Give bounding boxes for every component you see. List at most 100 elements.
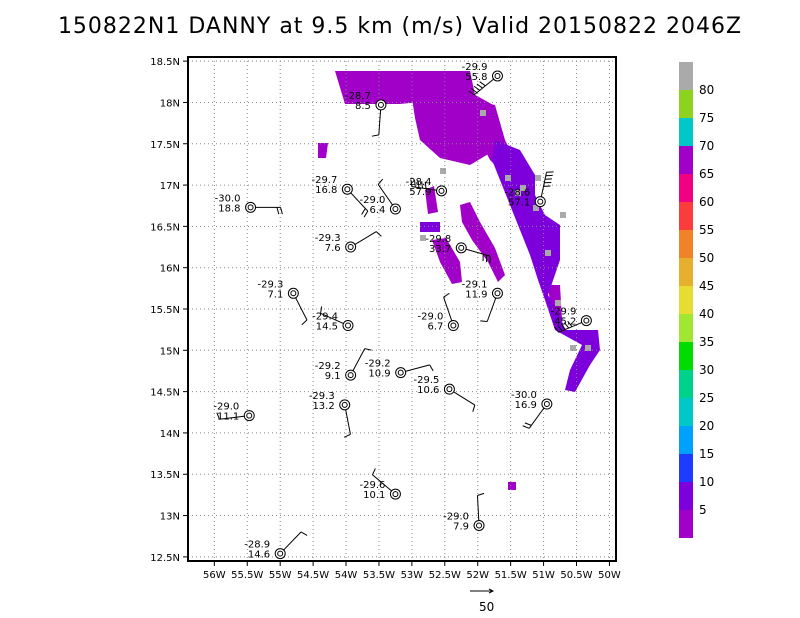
wind-barb-flag xyxy=(563,322,570,329)
wind-barb-flag xyxy=(376,231,382,237)
wind-barb-flag xyxy=(468,90,475,96)
x-tick-label: 53W xyxy=(401,570,424,581)
wind-barb-flag xyxy=(280,207,283,215)
station-wind-speed: 6.7 xyxy=(427,322,443,333)
y-tick-label: 13N xyxy=(160,512,180,523)
station-temperature: -29.5 xyxy=(414,375,440,386)
station-temperature: -29.2 xyxy=(365,359,391,370)
colorbar-segment xyxy=(679,510,693,538)
colorbar-segment xyxy=(679,62,693,90)
wind-barb-flag xyxy=(417,180,420,188)
y-tick-label: 17.5N xyxy=(150,140,180,151)
station-center-icon xyxy=(347,372,354,379)
speed-cell-region xyxy=(520,185,526,191)
station-temperature: -29.9 xyxy=(462,62,488,73)
y-tick-label: 16N xyxy=(160,264,180,275)
colorbar-segment xyxy=(679,398,693,426)
station-temperature: -29.2 xyxy=(315,361,341,372)
y-tick-label: 16.5N xyxy=(150,222,180,233)
station-center-icon xyxy=(446,386,453,393)
x-tick-label: 51.5W xyxy=(495,570,527,581)
wind-barb-flag xyxy=(421,181,423,189)
speed-cell-region xyxy=(515,190,521,196)
colorbar-segment xyxy=(679,426,693,454)
station-wind-speed: 14.5 xyxy=(316,322,338,333)
station-marker: -29.29.1 xyxy=(315,348,372,382)
station-temperature: -28.7 xyxy=(345,91,371,102)
station-marker: -30.018.8 xyxy=(215,193,283,214)
wind-barb-flag xyxy=(524,422,532,426)
station-temperature: -30.0 xyxy=(511,390,537,401)
station-wind-speed: 57.9 xyxy=(409,187,431,198)
wind-barb-flag xyxy=(480,320,488,322)
station-ring-icon xyxy=(580,315,592,327)
station-wind-speed: 8.5 xyxy=(355,101,371,112)
station-wind-speed: 7.1 xyxy=(267,289,283,300)
wind-barb-flag xyxy=(377,178,384,185)
wind-barb-flag xyxy=(363,210,369,218)
wind-barb-flag xyxy=(471,88,478,94)
colorbar-label: 5 xyxy=(699,503,707,517)
station-ring-icon xyxy=(541,398,553,410)
colorbar-label: 20 xyxy=(699,419,714,433)
station-center-icon xyxy=(347,244,354,251)
wind-barb-flag xyxy=(429,364,434,372)
station-ring-icon xyxy=(473,519,485,531)
station-ring-icon xyxy=(436,185,448,197)
x-tick-label: 50.5W xyxy=(560,570,592,581)
colorbar-label: 35 xyxy=(699,335,714,349)
station-wind-speed: 33.7 xyxy=(429,244,451,255)
station-temperature: -29.4 xyxy=(312,312,338,323)
colorbar-segment xyxy=(679,370,693,398)
station-marker: -29.111.9 xyxy=(462,279,503,322)
station-center-icon xyxy=(247,204,254,211)
station-temperature: -29.3 xyxy=(257,279,283,290)
station-wind-speed: 57.1 xyxy=(508,198,530,209)
colorbar-segment xyxy=(679,482,693,510)
speed-cell-region xyxy=(318,143,328,158)
colorbar-segment xyxy=(679,342,693,370)
y-tick-label: 18N xyxy=(160,98,180,109)
station-marker: -29.37.6 xyxy=(315,231,382,254)
axis-ticks: 56W 55.5W 55W 54.5W 54W 53.5W 53W 52.5W 52W 51.5W… xyxy=(150,57,621,581)
wind-barb-flag xyxy=(424,181,427,189)
wind-barb-flag xyxy=(554,326,560,333)
wind-barb-flag xyxy=(472,404,476,412)
wind-barb-flag xyxy=(414,180,416,188)
station-center-icon xyxy=(392,491,399,498)
colorbar-label: 65 xyxy=(699,167,714,181)
x-tick-label: 54W xyxy=(335,570,358,581)
station-ring-icon xyxy=(389,488,401,500)
station-ring-icon xyxy=(345,241,357,253)
wind-barb-flag xyxy=(443,292,450,298)
speed-cell-region xyxy=(425,186,438,214)
wind-barb-flag xyxy=(522,425,530,429)
colorbar-segment xyxy=(679,174,693,202)
station-wind-speed: 9.1 xyxy=(325,371,341,382)
speed-cell-region xyxy=(460,202,505,282)
station-wind-speed: 7.9 xyxy=(453,521,469,532)
station-temperature: -29.9 xyxy=(550,307,576,318)
x-tick-label: 55.5W xyxy=(231,570,263,581)
station-temperature: -29.3 xyxy=(315,233,341,244)
station-wind-speed: 18.8 xyxy=(218,203,240,214)
x-tick-label: 54.5W xyxy=(297,570,329,581)
colorbar-label: 45 xyxy=(699,279,714,293)
station-temperature: -29.6 xyxy=(360,480,386,491)
colorbar-segment xyxy=(679,314,693,342)
station-center-icon xyxy=(494,73,501,80)
x-tick-label: 53.5W xyxy=(363,570,395,581)
station-marker: -29.610.1 xyxy=(360,468,401,501)
colorbar-segment xyxy=(679,230,693,258)
wind-barb-flag xyxy=(567,320,573,327)
colorbar-label: 30 xyxy=(699,363,714,377)
station-marker: -29.37.1 xyxy=(257,279,308,326)
wind-barb-flag xyxy=(371,468,376,476)
observation-layer: -30.018.8-29.716.8-28.78.5-29.955.8-28.4… xyxy=(213,62,592,561)
station-center-icon xyxy=(397,369,404,376)
station-center-icon xyxy=(537,198,544,205)
wind-barb-flag xyxy=(216,412,220,420)
station-marker: -29.07.9 xyxy=(443,492,485,532)
station-center-icon xyxy=(246,412,253,419)
station-marker: -30.016.9 xyxy=(511,390,553,429)
